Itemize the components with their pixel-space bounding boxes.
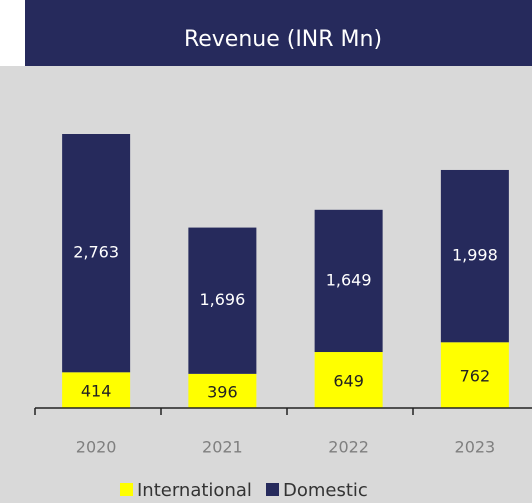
x-tick-label: 2023 [455,438,496,457]
x-tick-label: 2020 [76,438,117,457]
data-label: 1,696 [199,290,245,309]
data-label: 649 [333,372,364,391]
legend-label: International [137,480,252,501]
x-tick-label: 2022 [328,438,369,457]
legend-swatch [266,483,279,496]
bar-segment [188,373,257,408]
data-label: 414 [81,382,112,401]
bar-segment [440,169,509,343]
bar-segment [440,342,509,408]
bar-segment [62,372,131,408]
corner [0,0,25,66]
title-banner [25,0,532,66]
bar-segment [188,227,257,374]
bar-segment [314,352,383,408]
data-label: 762 [460,367,491,386]
chart-title: Revenue (INR Mn) [184,27,382,52]
legend-label: Domestic [283,480,368,501]
bar-segment [62,134,131,373]
data-label: 2,763 [73,243,119,262]
data-label: 1,998 [452,246,498,265]
bar-segment [314,209,383,353]
data-label: 1,649 [326,270,372,289]
x-tick-label: 2021 [202,438,243,457]
data-label: 396 [207,382,238,401]
legend-swatch [120,483,133,496]
